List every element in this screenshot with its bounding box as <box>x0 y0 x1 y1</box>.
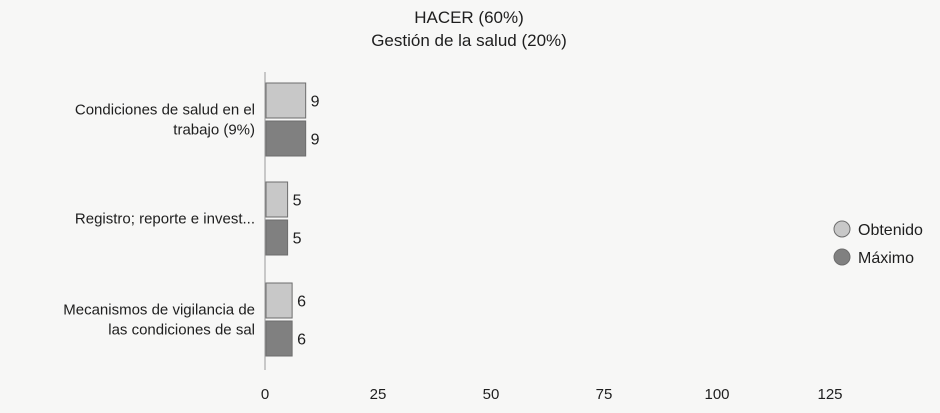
data-label-obtenido-0: 9 <box>311 94 320 111</box>
data-label-máximo-0: 9 <box>311 132 320 149</box>
bar-máximo-1 <box>265 219 289 256</box>
x-tick-label-25: 25 <box>370 386 387 403</box>
data-label-obtenido-1: 5 <box>293 193 302 210</box>
legend-swatch-obtenido <box>833 220 851 238</box>
legend-label-máximo: Máximo <box>858 250 914 267</box>
bar-obtenido-0 <box>265 82 307 119</box>
legend-swatch-máximo <box>833 248 851 266</box>
x-axis-ticks: 0 25 50 75 100 125 <box>261 386 843 403</box>
x-tick-label-125: 125 <box>817 386 842 403</box>
bars-layer: 9 5 6 9 5 6 <box>265 82 320 357</box>
x-tick-label-75: 75 <box>596 386 613 403</box>
x-tick-label-0: 0 <box>261 386 269 403</box>
legend: Obtenido Máximo <box>833 220 923 267</box>
bar-máximo-0 <box>265 120 307 157</box>
category-label-2-line-1: las condiciones de sal <box>108 322 255 339</box>
x-tick-label-100: 100 <box>704 386 729 403</box>
category-labels: Condiciones de salud en el trabajo (9%) Re… <box>63 102 255 339</box>
bar-obtenido-1 <box>265 181 289 218</box>
category-label-1-line-0: Registro; reporte e invest... <box>75 211 255 228</box>
data-label-máximo-1: 5 <box>293 231 302 248</box>
x-tick-label-50: 50 <box>483 386 500 403</box>
data-label-obtenido-2: 6 <box>297 294 306 311</box>
data-label-máximo-2: 6 <box>297 332 306 349</box>
category-label-0-line-0: Condiciones de salud en el <box>75 102 255 119</box>
category-label-2-line-0: Mecanismos de vigilancia de <box>63 302 255 319</box>
legend-label-obtenido: Obtenido <box>858 222 923 239</box>
chart-title: HACER (60%) <box>414 8 524 27</box>
bar-obtenido-2 <box>265 282 293 319</box>
chart-subtitle: Gestión de la salud (20%) <box>371 31 567 50</box>
bar-máximo-2 <box>265 320 293 357</box>
category-label-0-line-1: trabajo (9%) <box>173 122 255 139</box>
